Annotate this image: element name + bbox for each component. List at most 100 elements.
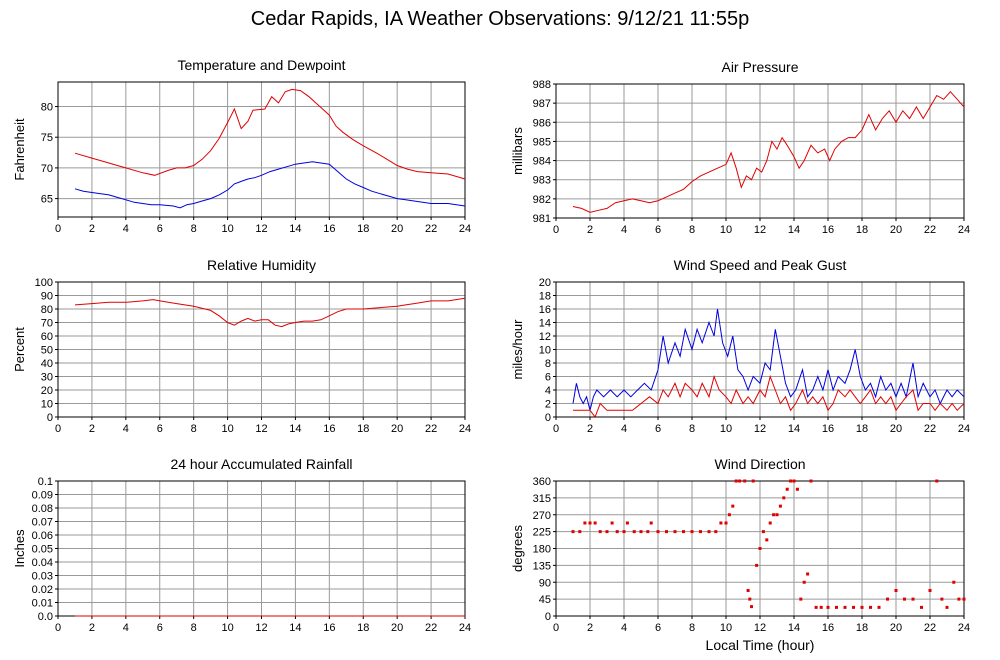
humidity-ytick-label: 10 — [41, 399, 53, 411]
wind-speed-ylabel: miles/hour — [510, 319, 525, 380]
wind-direction-point — [588, 521, 592, 525]
rainfall-ytick-label: 0.06 — [32, 530, 53, 542]
wind-speed-xtick-label: 4 — [621, 423, 627, 435]
wind-direction-point — [952, 580, 956, 584]
wind-direction-point — [928, 589, 932, 592]
wind-direction-point — [877, 605, 881, 609]
humidity-ytick-label: 50 — [41, 345, 53, 357]
wind-direction-point — [673, 530, 677, 534]
wind-speed-xtick-label: 8 — [689, 423, 695, 435]
wind-direction-ytick-label: 90 — [539, 577, 551, 589]
temp-title: Temperature and Dewpoint — [177, 57, 345, 73]
rainfall-xtick-label: 16 — [323, 622, 335, 634]
page-title: Cedar Rapids, IA Weather Observations: 9… — [250, 8, 750, 30]
rainfall-xtick-label: 18 — [357, 622, 369, 634]
wind-speed-xtick-label: 20 — [890, 423, 902, 435]
temp-xtick-label: 6 — [157, 223, 163, 235]
wind-direction-point — [682, 530, 685, 534]
wind-direction-xtick-label: 22 — [924, 622, 936, 634]
wind-direction-point — [761, 530, 765, 534]
rainfall-ytick-label: 0.08 — [32, 503, 53, 515]
pressure-ytick-label: 982 — [533, 194, 551, 206]
wind-direction-point — [778, 504, 782, 508]
wind-speed-ytick-label: 16 — [539, 304, 551, 316]
wind-direction-point — [649, 521, 653, 525]
humidity-xtick-label: 6 — [157, 423, 163, 435]
pressure-xtick-label: 18 — [856, 224, 868, 236]
wind-direction-xtick-label: 18 — [856, 622, 868, 634]
humidity-ytick-label: 40 — [41, 358, 53, 370]
wind-direction-xtick-label: 0 — [553, 622, 559, 634]
wind-speed-xtick-label: 14 — [788, 423, 800, 435]
temp-ytick-label: 75 — [41, 132, 53, 144]
rainfall-ylabel: Inches — [12, 529, 27, 568]
humidity-xtick-label: 8 — [191, 423, 197, 435]
temp-ylabel: Fahrenheit — [12, 118, 27, 181]
wind-direction-ytick-label: 315 — [533, 493, 551, 505]
temp-xtick-label: 2 — [89, 223, 95, 235]
pressure-xtick-label: 12 — [754, 224, 766, 236]
wind-direction-point — [814, 605, 818, 609]
wind-speed-ytick-label: 8 — [545, 358, 551, 370]
wind-speed-ytick-label: 18 — [539, 291, 551, 303]
wind-direction-point — [758, 547, 762, 550]
wind-direction-point — [578, 530, 582, 534]
wind-direction-xtick-label: 8 — [689, 622, 695, 634]
pressure-ylabel: millibars — [510, 127, 525, 175]
wind-direction-point — [826, 605, 830, 609]
humidity-xtick-label: 12 — [255, 423, 267, 435]
pressure-xtick-label: 20 — [890, 224, 902, 236]
rainfall-xtick-label: 2 — [89, 622, 95, 634]
wind-direction-point — [894, 589, 898, 592]
wind-direction-point — [809, 479, 813, 483]
humidity-xtick-label: 16 — [323, 423, 335, 435]
pressure-xtick-label: 16 — [822, 224, 834, 236]
wind-direction-point — [806, 572, 810, 576]
wind-direction-ytick-label: 270 — [533, 510, 551, 522]
pressure-ytick-label: 984 — [533, 156, 551, 168]
humidity-title: Relative Humidity — [207, 257, 316, 273]
temp-xtick-label: 0 — [55, 223, 61, 235]
rainfall-xtick-label: 6 — [157, 622, 163, 634]
temp-xtick-label: 16 — [323, 223, 335, 235]
wind-speed-ytick-label: 10 — [539, 345, 551, 357]
rainfall-xtick-label: 20 — [391, 622, 403, 634]
wind-direction-xtick-label: 12 — [754, 622, 766, 634]
wind-direction-point — [699, 530, 702, 534]
humidity-ytick-label: 0 — [47, 412, 53, 424]
pressure-series-red — [572, 90, 965, 213]
rainfall-ytick-label: 0.0 — [38, 611, 53, 623]
pressure-xtick-label: 14 — [788, 224, 800, 236]
wind-direction-point — [799, 597, 803, 601]
wind-direction-point — [750, 605, 753, 609]
rainfall-ytick-label: 0.1 — [38, 476, 53, 488]
temp-xtick-label: 18 — [357, 223, 369, 235]
pressure-title: Air Pressure — [721, 59, 798, 75]
humidity-series-red — [74, 297, 466, 328]
wind-direction-point — [957, 597, 961, 601]
wind-direction-point — [583, 521, 587, 525]
temp-xtick-label: 12 — [255, 223, 267, 235]
pressure-xtick-label: 24 — [958, 224, 970, 236]
wind-direction-point — [646, 530, 650, 534]
wind-direction-xtick-label: 24 — [958, 622, 970, 634]
rainfall-xtick-label: 12 — [255, 622, 267, 634]
humidity-ylabel: Percent — [12, 327, 27, 372]
wind-direction-point — [802, 580, 806, 584]
wind-direction-point — [789, 479, 793, 483]
wind-speed-ytick-label: 0 — [545, 412, 551, 424]
wind-direction-ytick-label: 45 — [539, 594, 551, 606]
pressure-xtick-label: 2 — [587, 224, 593, 236]
wind-speed-ytick-label: 4 — [545, 385, 551, 397]
humidity-ytick-label: 60 — [41, 331, 53, 343]
rainfall-xtick-label: 8 — [191, 622, 197, 634]
wind-direction-point — [782, 496, 786, 500]
wind-direction-point — [835, 605, 838, 609]
rainfall-ytick-label: 0.01 — [32, 598, 53, 610]
rainfall-ytick-label: 0.03 — [32, 571, 53, 583]
wind-speed-ytick-label: 6 — [545, 372, 551, 384]
wind-direction-ylabel: degrees — [510, 525, 525, 572]
wind-direction-point — [755, 563, 759, 567]
pressure-ytick-label: 985 — [533, 136, 551, 148]
